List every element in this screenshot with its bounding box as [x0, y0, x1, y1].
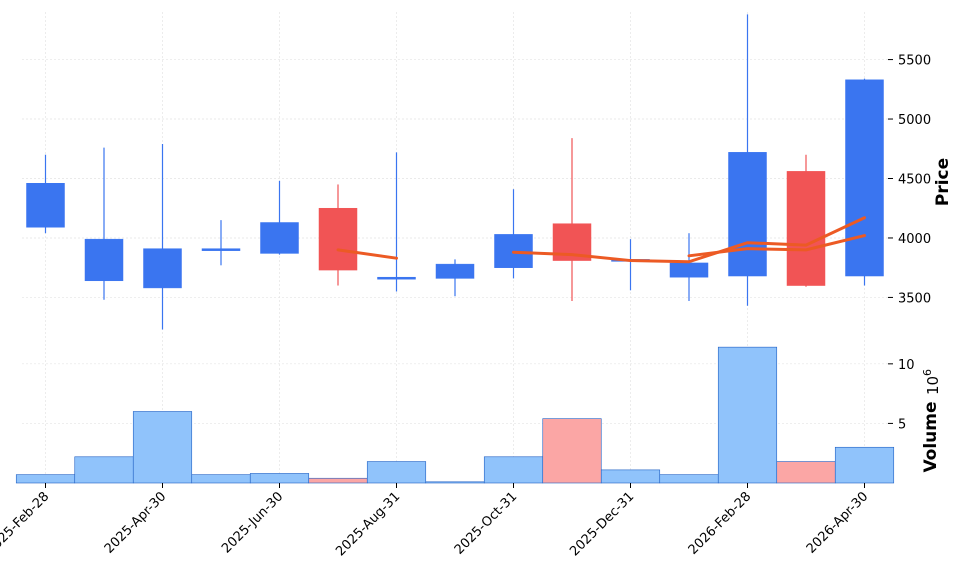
price-axis-label: Price: [933, 158, 953, 206]
volume-bar: [425, 481, 485, 484]
volume-axis-label: Volume: [921, 401, 941, 472]
candle: [201, 220, 241, 266]
volume-bar: [132, 411, 193, 484]
candle: [143, 144, 182, 330]
volume-bar: [74, 456, 134, 484]
x-tick-label: 2025-Feb-28: [0, 489, 52, 558]
volume-bar: [308, 477, 368, 484]
volume-bar: [776, 461, 836, 484]
candle: [435, 259, 475, 297]
candle-body: [669, 262, 709, 278]
volume-bar: [717, 346, 778, 484]
candle: [786, 154, 826, 287]
candle-layer: [26, 14, 884, 330]
price-tick-label: 5000: [898, 113, 931, 128]
candle-body: [377, 276, 416, 280]
candle: [845, 78, 884, 286]
volume-bar: [659, 474, 719, 484]
volume-bar: [191, 474, 251, 484]
axis-layer: 2025-Feb-28 2025-Apr-30 2025-Jun-30 2025-Au…: [0, 54, 931, 560]
volume-bar: [834, 446, 895, 484]
price-tick-label: 4000: [898, 232, 931, 247]
volume-multiplier-exponent: 6: [921, 369, 934, 376]
candle-body: [728, 152, 767, 277]
candle-body: [318, 207, 358, 271]
candle: [84, 147, 124, 300]
volume-bar: [15, 474, 76, 484]
volume-bar: [249, 473, 310, 484]
volume-layer: [15, 346, 895, 484]
x-tick-label: 2025-Apr-30: [102, 489, 169, 556]
price-tick-label: 4500: [898, 173, 931, 188]
candle-body: [84, 238, 124, 282]
candle: [728, 14, 767, 306]
candle-body: [845, 79, 884, 277]
candle: [669, 233, 709, 301]
volume-bar: [366, 461, 427, 484]
volume-multiplier-label: 106: [921, 369, 942, 395]
x-tick-label: 2026-Feb-28: [686, 489, 755, 558]
candle-body: [201, 248, 241, 251]
candle: [26, 154, 65, 234]
volume-tick-label: 5: [898, 417, 906, 432]
candle: [260, 180, 299, 255]
x-tick-label: 2026-Apr-30: [804, 489, 871, 556]
x-tick-label: 2025-Jun-30: [219, 489, 286, 556]
candle: [552, 138, 592, 301]
x-tick-label: 2025-Oct-31: [452, 489, 520, 557]
candle-body: [786, 171, 826, 286]
candle: [611, 239, 650, 291]
candle-body: [26, 183, 65, 228]
volume-bar: [483, 456, 544, 484]
candle: [494, 189, 533, 279]
candle: [377, 152, 416, 292]
volume-multiplier-base: 10: [924, 376, 942, 395]
candle-body: [143, 248, 182, 289]
price-tick-label: 5500: [898, 54, 931, 69]
moving-average-line: [687, 234, 866, 258]
moving-average-layer: [336, 216, 866, 264]
volume-tick-label: 10: [898, 358, 915, 373]
candle-body: [260, 222, 299, 254]
x-tick-label: 2025-Aug-31: [333, 489, 403, 559]
candle: [318, 184, 358, 286]
candle-body: [435, 263, 475, 279]
moving-average-line: [336, 216, 866, 264]
price-tick-label: 3500: [898, 291, 931, 306]
volume-bar: [542, 418, 602, 484]
volume-bar: [600, 469, 661, 484]
x-tick-label: 2025-Dec-31: [567, 489, 637, 559]
